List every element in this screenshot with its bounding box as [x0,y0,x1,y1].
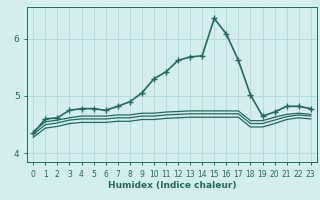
X-axis label: Humidex (Indice chaleur): Humidex (Indice chaleur) [108,181,236,190]
